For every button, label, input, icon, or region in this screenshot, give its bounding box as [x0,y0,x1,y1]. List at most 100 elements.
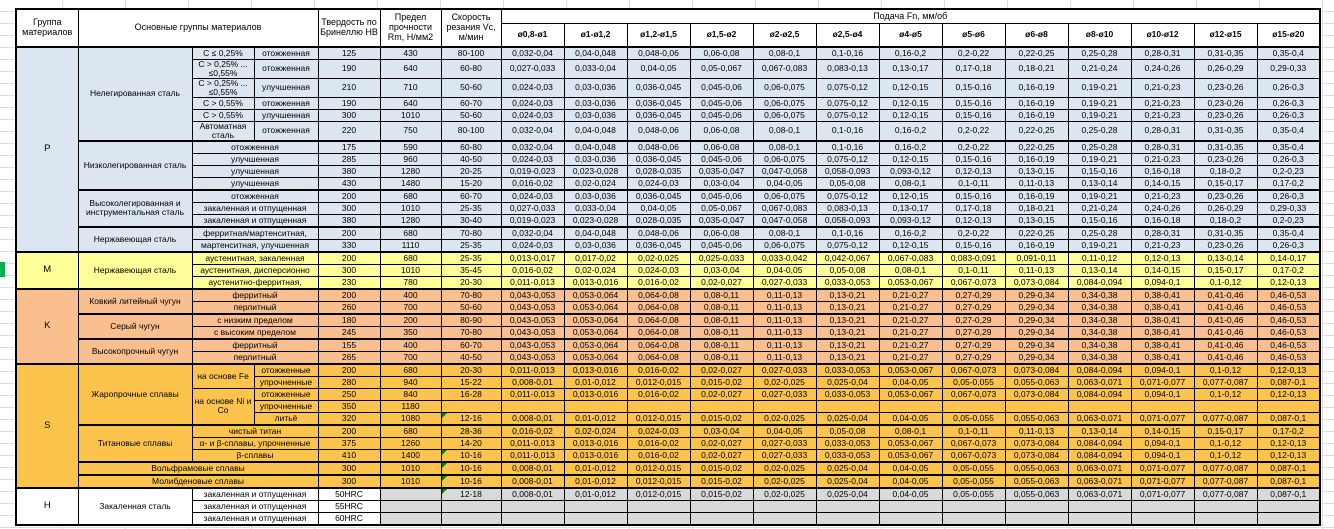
speed-cell[interactable]: 12-18 [440,486,502,501]
strength-cell[interactable]: 960 [379,152,442,166]
feed-cell[interactable]: 0,41-0,46 [1193,337,1258,352]
feed-cell[interactable]: 0,084-0,094 [1067,387,1132,401]
speed-cell[interactable]: 20-30 [440,362,502,377]
feed-cell[interactable]: 0,019-0,023 [500,213,565,228]
feed-cell[interactable]: 0,15-0,17 [1193,176,1258,191]
speed-cell[interactable]: 70-80 [440,325,502,340]
feed-cell[interactable]: 0,067-0,073 [941,448,1006,463]
header-main-groups[interactable]: Основные группы материалов [77,8,319,48]
feed-cell[interactable]: 0,075-0,12 [815,188,880,203]
feed-cell[interactable]: 0,25-0,28 [1067,225,1132,240]
feed-cell[interactable]: 0,14-0,15 [1130,423,1195,438]
material-label-cell[interactable]: аустенитная, дисперсионно [191,263,319,277]
hardness-cell[interactable]: 60HRC [317,511,381,526]
feed-cell[interactable]: 0,008-0,01 [500,411,565,426]
hardness-cell[interactable]: 300 [317,473,381,489]
feed-cell[interactable]: 0,045-0,06 [689,77,754,98]
feed-cell[interactable]: 0,067-0,073 [941,275,1006,290]
material-label-cell[interactable]: C > 0,55% [191,96,255,110]
feed-cell[interactable]: 0,04-0,05 [752,176,817,191]
feed-cell[interactable]: 0,1-0,11 [941,423,1006,438]
feed-cell[interactable]: 0,067-0,083 [752,59,817,79]
feed-cell[interactable]: 0,055-0,063 [1004,375,1069,389]
feed-cell[interactable]: 0,094-0,1 [1130,448,1195,463]
feed-cell[interactable]: 0,13-0,17 [878,59,943,79]
feed-cell[interactable]: 0,28-0,31 [1130,139,1195,154]
material-label-cell[interactable]: закаленная и отпущенная [191,201,319,215]
feed-cell[interactable] [689,399,754,413]
feed-cell[interactable]: 0,22-0,25 [1004,120,1069,142]
feed-cell[interactable]: 0,08-0,11 [689,325,754,340]
feed-cell[interactable]: 0,11-0,13 [752,350,817,365]
strength-cell[interactable]: 1110 [379,238,442,253]
feed-cell[interactable]: 0,045-0,06 [689,108,754,122]
feed-cell[interactable]: 0,053-0,064 [563,287,628,302]
speed-cell[interactable]: 30-40 [440,213,502,228]
feed-cell[interactable]: 0,13-0,14 [1067,263,1132,277]
feed-cell[interactable]: 0,042-0,067 [815,250,880,265]
feed-cell[interactable]: 0,13-0,21 [815,287,880,302]
material-label-cell[interactable]: Серый чугун [77,312,193,340]
feed-cell[interactable] [941,399,1006,413]
feed-cell[interactable]: 0,033-0,053 [815,436,880,450]
feed-cell[interactable]: 0,053-0,064 [563,300,628,315]
feed-cell[interactable]: 0,08-0,11 [689,312,754,327]
feed-cell[interactable]: 0,21-0,23 [1130,96,1195,110]
feed-cell[interactable]: 0,13-0,14 [1067,423,1132,438]
feed-cell[interactable]: 0,28-0,31 [1130,120,1195,142]
group-code-cell[interactable]: M [15,250,79,290]
feed-cell[interactable]: 0,18-0,21 [1004,59,1069,79]
hardness-cell[interactable]: 280 [317,375,381,389]
material-label-cell[interactable]: β-сплавы [191,448,319,463]
feed-diameter-header[interactable]: ø1,5-ø2 [689,23,754,48]
hardness-cell[interactable]: 190 [317,59,381,79]
feed-cell[interactable]: 0,028-0,035 [626,213,691,228]
material-label-cell[interactable]: Молибденовые сплавы [77,473,319,489]
feed-cell[interactable]: 0,21-0,23 [1130,238,1195,253]
feed-cell[interactable]: 0,17-0,2 [1256,423,1321,438]
feed-cell[interactable]: 0,21-0,27 [878,325,943,340]
speed-cell[interactable]: 10-16 [440,473,502,489]
speed-cell[interactable]: 50-60 [440,300,502,315]
feed-cell[interactable]: 0,045-0,06 [689,188,754,203]
feed-cell[interactable]: 0,1-0,12 [1193,436,1258,450]
hardness-cell[interactable]: 200 [317,423,381,438]
feed-cell[interactable]: 0,064-0,08 [626,350,691,365]
feed-cell[interactable]: 0,02-0,025 [626,250,691,265]
feed-cell[interactable]: 0,016-0,02 [500,423,565,438]
feed-cell[interactable]: 0,053-0,067 [878,436,943,450]
feed-cell[interactable]: 0,05-0,08 [815,176,880,191]
feed-cell[interactable]: 0,064-0,08 [626,312,691,327]
feed-cell[interactable] [878,499,943,513]
feed-cell[interactable]: 0,055-0,063 [1004,473,1069,489]
feed-cell[interactable]: 0,27-0,29 [941,337,1006,352]
feed-cell[interactable]: 0,2-0,22 [941,139,1006,154]
feed-cell[interactable]: 0,013-0,016 [563,387,628,401]
feed-cell[interactable]: 0,02-0,024 [563,423,628,438]
material-label-cell[interactable]: закаленная и отпущенная [191,486,319,501]
feed-cell[interactable]: 0,048-0,06 [626,139,691,154]
feed-cell[interactable]: 0,1-0,12 [1193,387,1258,401]
feed-cell[interactable]: 0,27-0,29 [941,287,1006,302]
feed-cell[interactable]: 0,071-0,077 [1130,460,1195,476]
feed-cell[interactable]: 0,15-0,16 [941,96,1006,110]
feed-cell[interactable]: 0,033-0,053 [815,275,880,290]
feed-cell[interactable]: 0,075-0,12 [815,96,880,110]
feed-cell[interactable]: 0,094-0,1 [1130,387,1195,401]
feed-cell[interactable]: 0,012-0,015 [626,460,691,476]
feed-cell[interactable] [1004,511,1069,526]
material-label-cell[interactable]: Нержавеющая сталь [77,225,193,253]
feed-cell[interactable]: 0,34-0,38 [1067,300,1132,315]
material-label-cell[interactable]: Автоматная сталь [191,120,255,142]
material-label-cell[interactable]: Вольфрамовые сплавы [77,460,319,476]
feed-cell[interactable]: 0,29-0,34 [1004,312,1069,327]
material-label-cell[interactable]: ферритная/мартенситная, [191,225,319,240]
feed-cell[interactable]: 0,25-0,28 [1067,120,1132,142]
feed-cell[interactable]: 0,048-0,06 [626,46,691,60]
feed-cell[interactable]: 0,04-0,05 [878,375,943,389]
feed-cell[interactable]: 0,093-0,12 [878,164,943,178]
feed-cell[interactable]: 0,16-0,19 [1004,152,1069,166]
feed-cell[interactable] [563,511,628,526]
hardness-cell[interactable]: 300 [317,460,381,476]
feed-cell[interactable]: 0,055-0,063 [1004,486,1069,501]
